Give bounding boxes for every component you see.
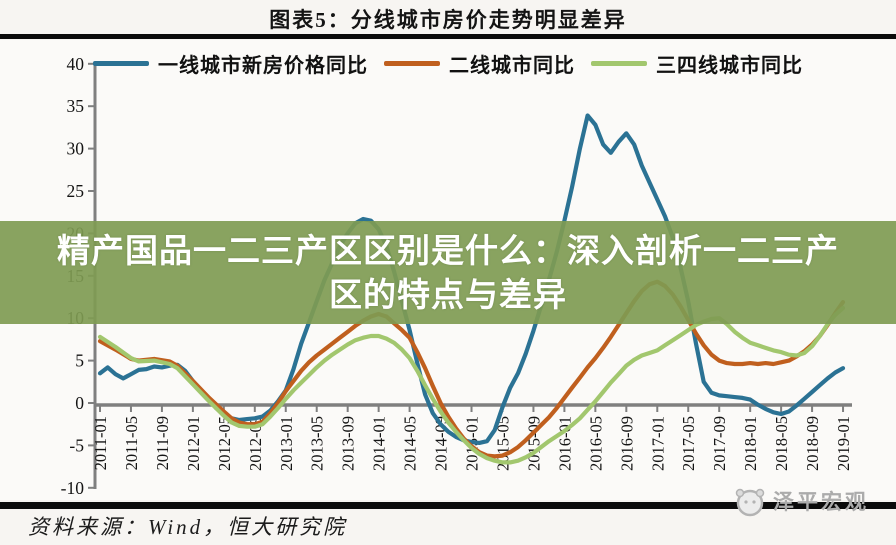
y-tick-label: -10 [61, 478, 85, 498]
x-tick-label: 2013-05 [308, 416, 327, 471]
y-tick-label: 35 [67, 96, 85, 116]
x-tick-label: 2011-09 [153, 416, 172, 470]
x-tick-label: 2017-05 [679, 416, 698, 471]
source-note: 资料来源：Wind，恒大研究院 [28, 515, 348, 539]
x-tick-label: 2018-05 [772, 416, 791, 471]
x-tick-label: 2014-05 [401, 416, 420, 471]
legend-label-tier1: 一线城市新房价格同比 [158, 55, 368, 77]
x-tick-label: 2013-01 [277, 416, 296, 471]
tier1-line-swatch-icon [93, 61, 149, 66]
x-tick-label: 2012-09 [246, 416, 265, 471]
y-tick-label: 25 [67, 181, 85, 201]
legend-item-tier2: 二线城市同比 [384, 49, 575, 78]
x-tick-label: 2018-01 [741, 416, 760, 471]
watermark-text: 泽平宏观 [773, 491, 869, 514]
x-tick-label: 2019-01 [834, 416, 853, 471]
y-tick-label: 5 [75, 351, 84, 371]
series-line-1 [97, 279, 846, 459]
x-tick-label: 2011-01 [91, 416, 110, 470]
page-title: 图表5：分线城市房价走势明显差异 [269, 8, 627, 32]
x-tick-label: 2012-01 [184, 416, 203, 471]
y-tick-label: 0 [75, 393, 84, 413]
x-tick-label: 2012-05 [215, 416, 234, 471]
x-tick-label: 2017-09 [710, 416, 729, 471]
legend-item-tier34: 三四线城市同比 [591, 49, 803, 78]
x-tick-label: 2018-09 [803, 416, 822, 471]
watermark: 泽平宏观 [733, 484, 869, 518]
series-line-2 [97, 305, 846, 465]
x-tick-label: 2011-05 [122, 416, 141, 470]
legend-label-tier34: 三四线城市同比 [656, 55, 803, 77]
tier2-line-swatch-icon [384, 61, 440, 66]
bottom-divider-bar [0, 502, 896, 509]
x-tick-label: 2016-01 [555, 416, 574, 471]
overlay-banner-line2: 区的特点与差异 [329, 275, 567, 313]
overlay-banner: 精产国品一二三产区区别是什么：深入剖析一二三产 区的特点与差异 [0, 221, 896, 324]
x-tick-label: 2016-05 [586, 416, 605, 471]
x-tick-label: 2014-01 [370, 416, 389, 471]
legend-item-tier1: 一线城市新房价格同比 [93, 49, 368, 78]
chart-legend: 一线城市新房价格同比 二线城市同比 三四线城市同比 [0, 49, 896, 78]
overlay-banner-line1: 精产国品一二三产区区别是什么：深入剖析一二三产 [57, 231, 839, 269]
x-tick-label: 2017-01 [648, 416, 667, 471]
legend-label-tier2: 二线城市同比 [449, 55, 575, 77]
y-tick-label: -5 [69, 435, 84, 455]
top-divider-bar [0, 34, 896, 39]
x-tick-label: 2013-09 [339, 416, 358, 471]
y-tick-label: 40 [67, 54, 85, 74]
x-tick-label: 2016-09 [617, 416, 636, 471]
zeping-logo-icon [735, 488, 765, 517]
y-tick-label: 30 [67, 139, 85, 159]
tier34-line-swatch-icon [591, 61, 647, 66]
